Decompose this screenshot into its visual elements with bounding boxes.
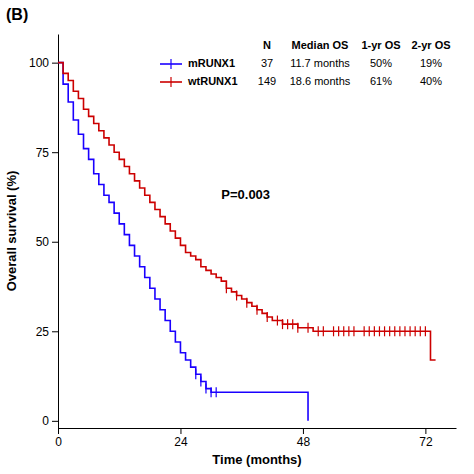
censor-marks <box>226 283 425 336</box>
chart: 0 24 48 72 0 25 50 75 100 P=0.003 N Median OS 1-yr O… <box>0 0 474 474</box>
censor-mark <box>323 326 324 336</box>
censor-mark <box>333 326 334 336</box>
censor-mark <box>404 326 405 336</box>
tick: 24 <box>174 428 188 449</box>
plot-root: 0 24 48 72 0 25 50 75 100 P=0.003 N Median OS 1-yr O… <box>29 35 457 449</box>
tick-label: 75 <box>36 146 50 160</box>
censor-mark <box>277 316 278 326</box>
censor-mark <box>343 326 344 336</box>
censor-mark <box>353 326 354 336</box>
table-cell: 61% <box>370 75 392 87</box>
table-cell: 11.7 months <box>290 57 350 69</box>
tick-label: 48 <box>297 435 311 449</box>
table-cell: 149 <box>258 75 276 87</box>
tick: 72 <box>419 428 433 449</box>
censor-mark <box>282 319 283 329</box>
censor-mark <box>389 326 390 336</box>
legend-label: mRUNX1 <box>188 57 235 69</box>
censor-mark <box>195 369 196 379</box>
survival-line <box>58 63 436 360</box>
censor-mark <box>200 376 201 386</box>
tick-mark <box>425 428 426 434</box>
tick-mark <box>303 428 304 434</box>
censor-mark <box>287 319 288 329</box>
table-header: 1-yr OS <box>361 39 400 51</box>
table-cell: 50% <box>370 57 392 69</box>
table-header: 2-yr OS <box>411 39 450 51</box>
tick-label: 100 <box>29 56 49 70</box>
censor-mark <box>379 326 380 336</box>
censor-mark <box>297 323 298 333</box>
censor-mark <box>216 387 217 397</box>
tick: 75 <box>36 146 58 160</box>
censor-mark <box>210 387 211 397</box>
tick-mark <box>52 152 58 153</box>
censor-mark <box>318 326 319 336</box>
tick: 100 <box>29 56 58 70</box>
tick: 25 <box>36 325 58 339</box>
survival-line <box>58 63 308 421</box>
table-cell: 18.6 months <box>290 75 351 87</box>
censor-mark <box>205 384 206 394</box>
censor-marks <box>196 369 216 397</box>
legend: N Median OS 1-yr OS 2-yr OS mRUNX1 37 11.7 mon… <box>160 39 451 87</box>
censor-mark <box>394 326 395 336</box>
table-cell: 19% <box>420 57 442 69</box>
y-axis: 0 25 50 75 100 <box>29 35 59 429</box>
censor-mark <box>415 326 416 336</box>
tick: 50 <box>36 235 58 249</box>
censor-mark <box>338 326 339 336</box>
censor-mark <box>226 283 227 293</box>
tick-mark <box>52 421 58 422</box>
legend-swatch-tick <box>170 77 171 87</box>
legend-label: wtRUNX1 <box>187 75 238 87</box>
table-cell: 37 <box>261 57 273 69</box>
x-axis: 0 24 48 72 <box>55 428 456 449</box>
tick-mark <box>52 331 58 332</box>
censor-mark <box>307 323 308 333</box>
tick-mark <box>52 63 58 64</box>
tick-mark <box>52 242 58 243</box>
axis-line <box>59 428 457 429</box>
censor-mark <box>267 312 268 322</box>
censor-mark <box>425 326 426 336</box>
annotation: P=0.003 <box>221 187 270 202</box>
title: (B) <box>6 6 28 23</box>
censor-mark <box>236 290 237 300</box>
tick-label: 72 <box>419 435 433 449</box>
axis-line <box>58 35 59 429</box>
x-axis-title: Time (months) <box>212 452 301 467</box>
censor-mark <box>256 305 257 315</box>
censor-mark <box>399 326 400 336</box>
tick: 48 <box>297 428 311 449</box>
table-header: N <box>263 39 271 51</box>
table-cell: 40% <box>420 75 442 87</box>
tick-label: 25 <box>36 325 50 339</box>
tick-label: 50 <box>36 235 50 249</box>
tick-label: 24 <box>174 435 188 449</box>
censor-mark <box>348 326 349 336</box>
censor-mark <box>384 326 385 336</box>
tick-mark <box>180 428 181 434</box>
censor-mark <box>246 298 247 308</box>
legend-swatch-tick <box>170 59 171 69</box>
table-header: Median OS <box>292 39 349 51</box>
tick-label: 0 <box>42 414 49 428</box>
tick-mark <box>58 428 59 434</box>
y-axis-title: Overall survival (%) <box>4 171 19 292</box>
tick: 0 <box>55 428 62 449</box>
censor-mark <box>364 326 365 336</box>
censor-mark <box>409 326 410 336</box>
censor-mark <box>292 319 293 329</box>
censor-mark <box>374 326 375 336</box>
censor-mark <box>420 326 421 336</box>
plot-area <box>58 63 436 421</box>
tick: 0 <box>42 414 58 428</box>
tick-label: 0 <box>55 435 62 449</box>
censor-mark <box>369 326 370 336</box>
